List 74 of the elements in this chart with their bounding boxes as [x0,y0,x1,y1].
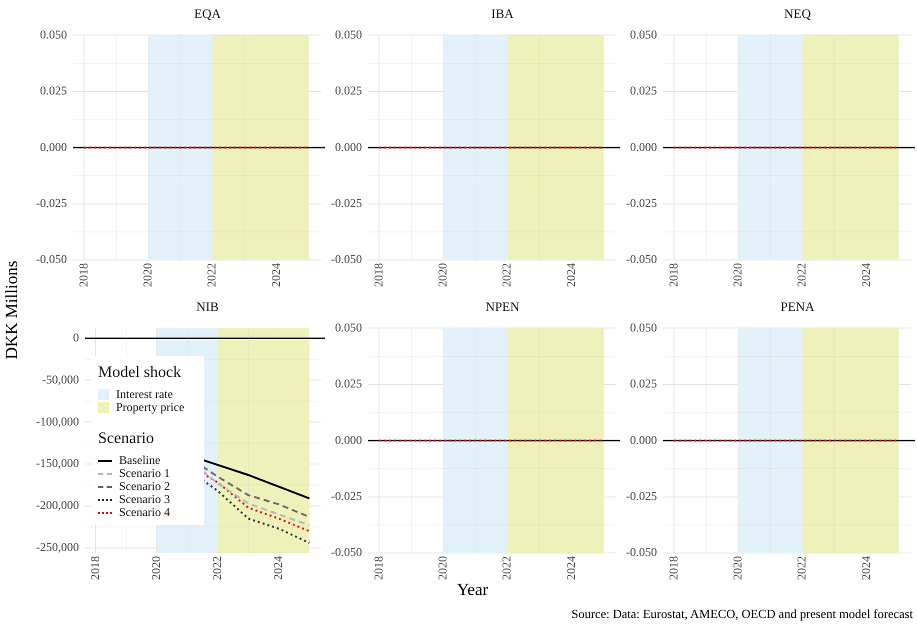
x-tick-label: 2022 [210,556,224,580]
y-tick-label: -0.050 [36,252,67,266]
legend-label: Scenario 4 [119,505,170,520]
y-tick-label: 0.000 [630,432,657,447]
x-tick-label: 2018 [371,556,386,580]
y-tick-label: -0.025 [626,488,657,503]
legend-label: Scenario 2 [119,479,170,494]
y-tick-label: 0.050 [40,27,67,42]
x-tick-label: 2022 [500,263,514,287]
x-tick-label: 2020 [148,556,163,580]
chart-title: NPEN [484,298,520,315]
y-tick-label: 0.000 [334,140,362,154]
x-tick-label: 2018 [371,263,386,287]
y-tick-label: 0.050 [630,27,657,42]
x-tick-label: 2020 [730,556,745,580]
chart-title: IBA [490,5,515,22]
chart-title: NEQ [783,5,812,22]
source-note: Source: Data: Eurostat, AMECO, OECD and present model forecast [571,607,913,622]
y-tick-label: -0.050 [330,252,362,266]
x-tick-label: 2022 [794,263,809,287]
x-tick-label: 2024 [858,263,873,287]
annotation: Model shock [98,364,182,382]
y-tick-label: -0.050 [626,545,657,560]
x-tick-label: 2020 [730,263,745,287]
y-tick-label: -100,000 [36,414,79,428]
x-tick-label: 2024 [271,556,286,580]
chart-title: PENA [780,298,816,315]
x-tick-label: 2024 [564,263,578,287]
legend-label: Scenario 1 [119,466,170,481]
y-tick-label: -150,000 [36,456,79,470]
x-tick-label: 2018 [76,263,90,287]
legend-label: Scenario 3 [119,492,170,507]
y-tick-label: 0.025 [334,84,362,98]
y-tick-label: -0.025 [626,196,657,210]
x-tick-label: 2020 [140,263,155,287]
y-tick-label: 0.050 [334,320,362,334]
line-series [202,479,310,544]
x-tick-label: 2020 [436,263,450,287]
x-tick-label: 2018 [88,556,102,580]
x-tick-label: 2022 [500,556,514,580]
x-tick-label: 2022 [794,556,809,580]
x-tick-label: 2024 [858,556,873,580]
y-tick-label: -0.050 [626,252,657,266]
band-label: Interest rate [116,387,173,402]
x-tick-label: 2018 [666,263,680,287]
y-tick-label: 0.025 [40,84,67,98]
y-tick-label: 0.000 [334,432,362,447]
y-tick-label: 0.025 [630,376,657,391]
y-tick-label: 0.025 [630,84,657,98]
band-label: Property price [116,400,184,415]
y-tick-label: 0.000 [630,140,657,154]
y-tick-label: -0.025 [36,196,67,210]
y-tick-label: -200,000 [36,498,79,512]
y-tick-label: 0 [72,330,79,344]
y-tick-label: 0.025 [334,376,362,391]
legend-title: Scenario [98,430,155,448]
y-axis-title: DKK Millions [2,260,22,362]
y-tick-label: 0.000 [40,140,67,154]
y-tick-label: 0.050 [334,27,362,42]
x-tick-label: 2020 [436,556,450,580]
y-tick-label: -50,000 [42,372,79,386]
chart-title: NIB [195,298,220,315]
x-axis-title: Year [456,580,490,600]
x-tick-label: 2024 [564,556,578,580]
x-tick-label: 2018 [666,556,680,580]
x-tick-label: 2022 [204,263,219,287]
legend-label: Baseline [119,453,160,468]
y-tick-label: -0.025 [330,488,362,503]
y-tick-label: -0.025 [330,196,362,210]
y-tick-label: 0.050 [630,320,657,334]
chart-title: EQA [193,5,222,22]
y-tick-label: -250,000 [36,540,79,554]
y-tick-label: -0.050 [330,545,362,560]
x-tick-label: 2024 [268,263,283,287]
